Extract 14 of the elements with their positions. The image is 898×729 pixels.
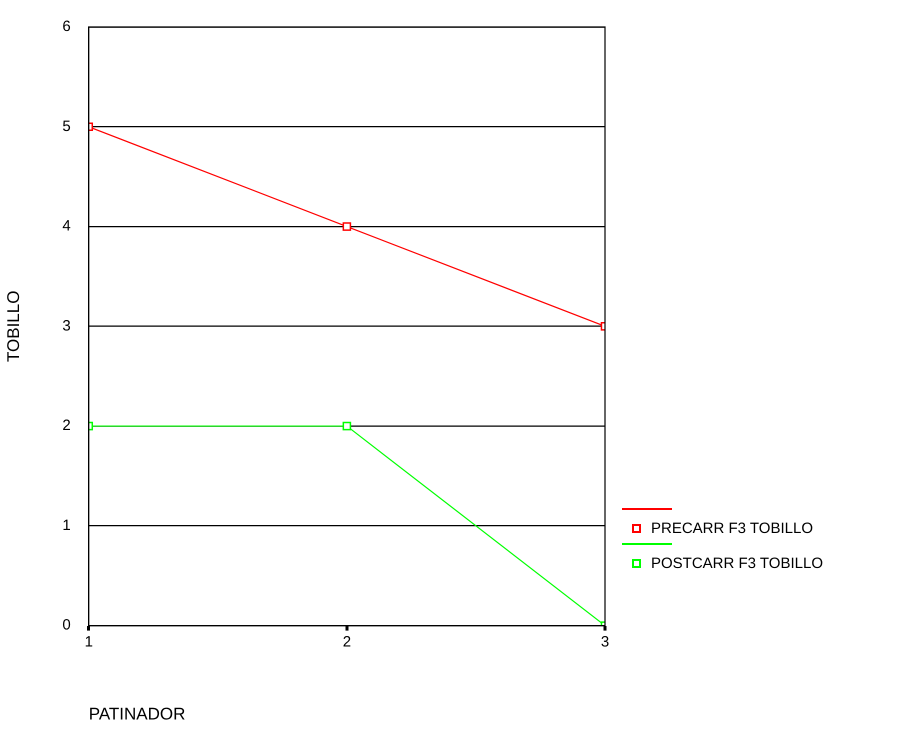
legend-label: POSTCARR F3 TOBILLO [651,555,823,572]
y-tick-label: 2 [62,417,71,434]
legend-label: PRECARR F3 TOBILLO [651,520,813,537]
x-tick-label: 2 [342,634,352,651]
x-tick-label: 1 [84,634,93,651]
y-tick-label: 5 [62,118,71,135]
y-tick-label: 0 [62,616,71,634]
y-tick-label: 3 [62,317,71,334]
y-tick-label: 4 [62,218,71,235]
y-tick-label: 1 [62,516,71,534]
x-tick-label: 3 [600,634,610,651]
x-axis-title: PATINADOR [88,704,186,724]
y-tick-label: 6 [62,18,71,36]
y-axis-title: TOBILLO [4,290,23,362]
